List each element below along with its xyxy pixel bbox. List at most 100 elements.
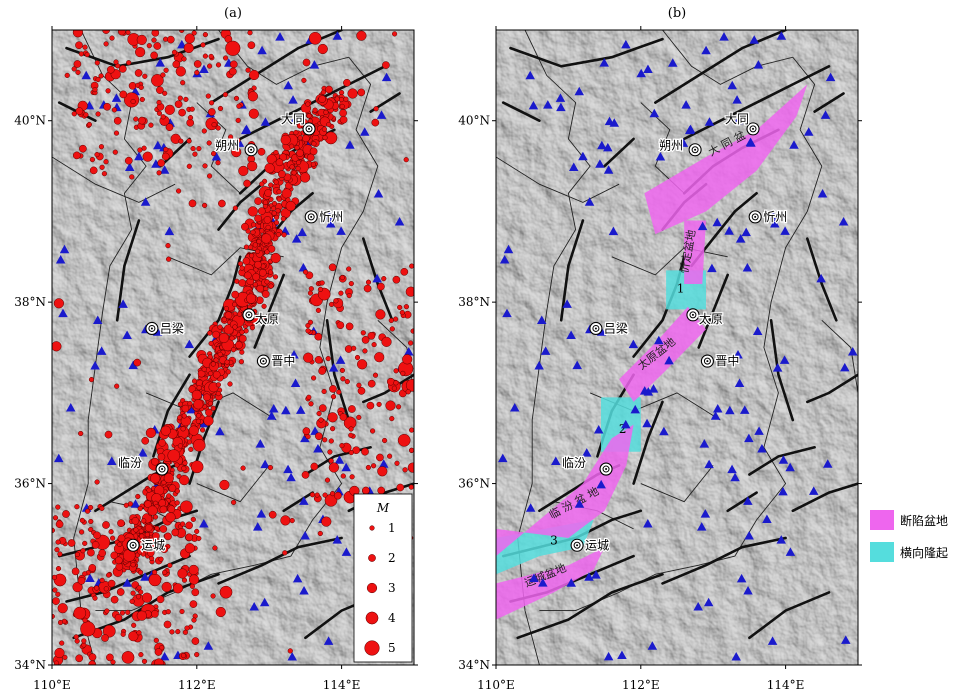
earthquake-marker <box>339 90 345 96</box>
earthquake-marker <box>98 144 105 150</box>
panel-a-axes: 110°E 112°E 114°E 34°N 36°N 38°N 40°N <box>14 26 418 692</box>
station-marker <box>252 522 263 531</box>
earthquake-marker <box>151 457 159 466</box>
earthquake-marker <box>71 111 77 117</box>
earthquake-marker <box>95 76 101 83</box>
earthquake-marker <box>256 284 265 293</box>
station-marker <box>753 60 764 69</box>
earthquake-marker <box>362 486 370 495</box>
station-marker <box>770 219 780 228</box>
earthquake-marker <box>382 61 390 69</box>
earthquake-marker <box>238 279 247 287</box>
station-marker <box>298 262 309 272</box>
fault-line <box>253 273 285 349</box>
station-marker <box>636 68 646 78</box>
station-marker <box>376 110 387 119</box>
legend-magnitude-symbol <box>366 582 378 594</box>
station-marker <box>664 355 674 365</box>
border-line <box>73 30 147 665</box>
station-marker <box>151 159 161 168</box>
earthquake-marker <box>141 436 150 445</box>
city-symbol-inner <box>573 541 581 549</box>
earthquake-marker <box>346 266 352 272</box>
earthquake-marker <box>163 67 169 73</box>
station-marker <box>659 426 669 436</box>
station-marker <box>732 95 742 104</box>
earthquake-marker <box>339 367 345 373</box>
earthquake-marker <box>229 67 237 76</box>
station-marker <box>266 411 277 420</box>
earthquake-marker <box>325 356 331 362</box>
city-symbol-dot <box>262 360 265 363</box>
earthquake-marker <box>133 358 142 367</box>
earthquake-marker <box>296 149 304 157</box>
earthquake-marker <box>91 541 100 549</box>
city-label: 朔州 <box>659 138 683 153</box>
earthquake-marker <box>146 43 152 49</box>
station-marker <box>373 189 384 198</box>
earthquake-marker <box>377 486 386 495</box>
earthquake-marker <box>64 72 70 79</box>
station-marker <box>768 210 778 220</box>
earthquake-marker <box>320 89 327 95</box>
station-marker <box>140 197 151 206</box>
earthquake-marker <box>377 282 385 291</box>
city-label: 吕梁 <box>160 320 184 335</box>
earthquake-marker <box>365 279 372 285</box>
earthquake-marker <box>53 660 60 665</box>
earthquake-marker <box>193 399 204 410</box>
earthquake-marker <box>307 290 313 296</box>
earthquake-marker <box>370 428 376 434</box>
legend-magnitude-label: 1 <box>388 521 396 535</box>
station-marker <box>643 519 653 528</box>
earthquake-marker <box>249 253 255 259</box>
earthquake-marker <box>247 206 258 217</box>
earthquake-marker <box>146 548 155 557</box>
station-marker <box>295 405 306 414</box>
city-symbol-dot <box>594 327 597 330</box>
earthquake-marker <box>343 78 351 87</box>
earthquake-marker <box>302 134 310 143</box>
fault-line <box>325 319 351 422</box>
city-label: 吕梁 <box>604 320 628 335</box>
earthquake-epicenters <box>52 30 414 665</box>
earthquake-marker <box>177 415 183 421</box>
earthquake-marker <box>141 592 153 603</box>
earthquake-marker <box>152 569 158 575</box>
station-marker <box>754 426 764 435</box>
station-marker <box>730 472 740 482</box>
legend-label: 横向隆起 <box>900 545 948 560</box>
station-marker <box>378 459 389 468</box>
station-marker <box>288 95 298 104</box>
fault-line <box>661 536 787 585</box>
station-marker <box>591 570 601 579</box>
earthquake-marker <box>167 505 176 514</box>
uplift-label: 2 <box>619 422 627 436</box>
earthquake-marker <box>121 651 135 664</box>
earthquake-marker <box>177 401 183 407</box>
legend-title: M <box>376 501 390 515</box>
earthquake-marker <box>138 528 144 534</box>
station-marker <box>122 330 132 339</box>
fault-line <box>238 65 387 141</box>
station-marker <box>724 226 734 235</box>
earthquake-marker <box>115 562 124 571</box>
earthquake-marker <box>289 164 295 170</box>
earthquake-marker <box>174 500 180 506</box>
earthquake-marker <box>195 418 201 424</box>
earthquake-marker <box>82 571 88 577</box>
earthquake-marker <box>136 585 142 591</box>
earthquake-marker <box>352 446 361 455</box>
earthquake-marker <box>55 566 62 572</box>
earthquake-marker <box>55 520 64 529</box>
earthquake-marker <box>317 530 323 537</box>
station-marker <box>840 362 850 372</box>
station-marker <box>700 509 711 518</box>
earthquake-marker <box>356 414 362 420</box>
earthquake-marker <box>158 499 167 507</box>
station-marker <box>654 335 664 345</box>
city-symbol-dot <box>706 360 709 363</box>
station-marker <box>803 127 814 136</box>
city-symbol-dot <box>250 148 253 151</box>
earthquake-marker <box>386 377 395 386</box>
